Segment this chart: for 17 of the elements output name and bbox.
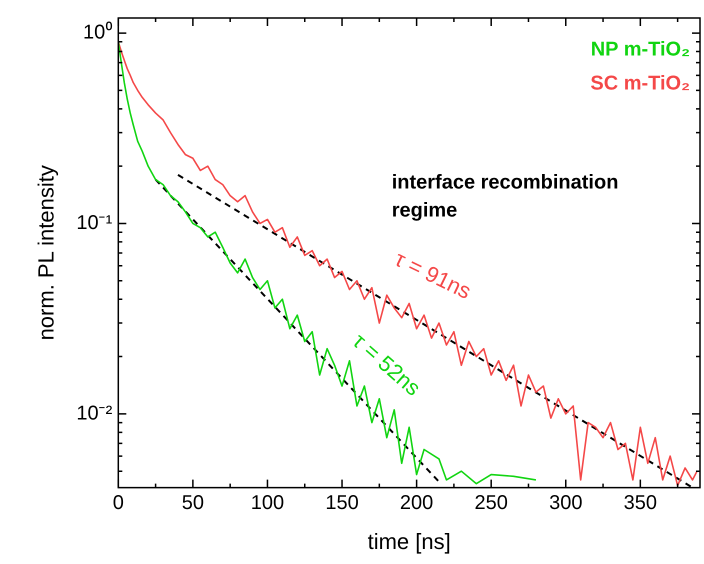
x-tick-label: 300 (549, 492, 582, 514)
x-tick-label: 350 (624, 492, 658, 514)
y-axis-title: norm. PL intensity (33, 165, 58, 340)
x-tick-label: 50 (182, 492, 204, 514)
annotation: τ = 91ns (390, 246, 476, 304)
y-tick-label: 10⁻² (76, 402, 113, 424)
x-tick-label: 150 (325, 492, 359, 514)
x-tick-label: 100 (250, 492, 284, 514)
x-tick-label: 200 (400, 492, 434, 514)
text: NP m-TiO₂ (590, 38, 690, 61)
y-tick-label: 10⁰ (83, 20, 112, 44)
x-axis-title: time [ns] (368, 528, 451, 554)
text: SC m-TiO₂ (590, 72, 690, 95)
x-tick-label: 0 (112, 492, 124, 514)
annotation: interface recombination regime (392, 171, 618, 222)
y-tick-label: 10⁻¹ (76, 212, 113, 234)
x-tick-label: 250 (474, 492, 508, 514)
